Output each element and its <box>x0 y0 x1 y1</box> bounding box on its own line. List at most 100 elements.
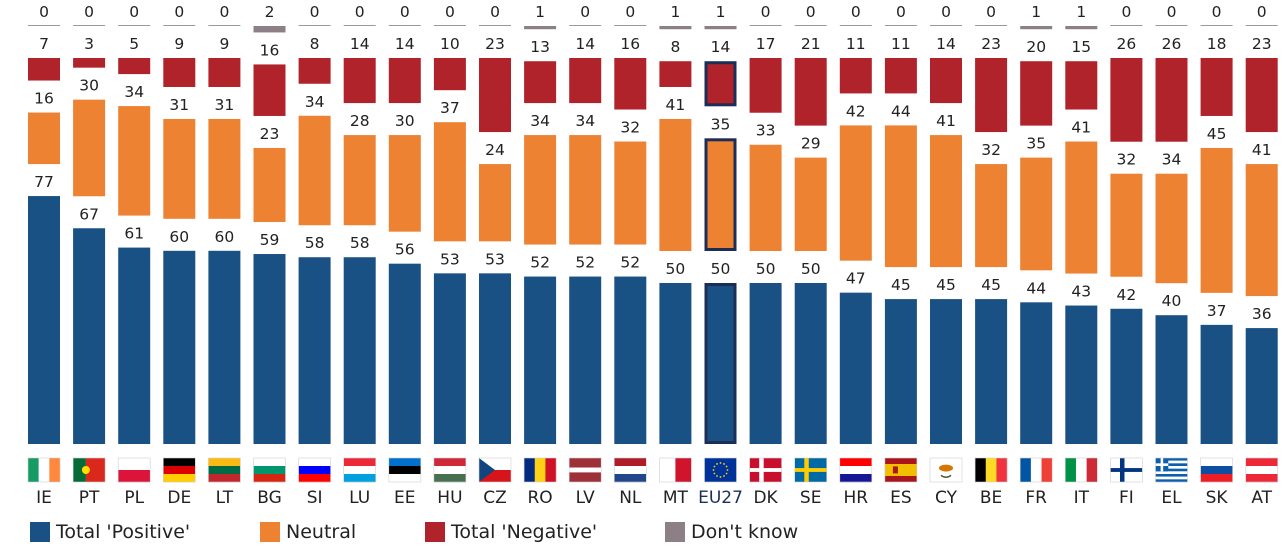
bar-negative <box>930 58 962 104</box>
data-label-positive: 47 <box>846 270 866 288</box>
data-label-positive: 59 <box>260 231 280 249</box>
data-label-dontknow: 1 <box>716 3 726 21</box>
flag-mt-icon <box>659 457 692 483</box>
bar-negative <box>1110 58 1143 142</box>
flag-bg-icon <box>253 457 286 483</box>
data-label-negative: 3 <box>84 35 94 53</box>
bar-negative <box>1155 58 1188 142</box>
bar-negative <box>479 58 511 133</box>
data-label-dontknow: 0 <box>1121 3 1131 21</box>
data-label-positive: 45 <box>936 276 956 294</box>
bar-positive <box>118 247 151 444</box>
category-label: BE <box>980 488 1002 508</box>
bar-neutral <box>388 135 421 232</box>
bar-negative <box>704 61 737 107</box>
flag-fr-icon <box>1019 457 1053 483</box>
data-label-dontknow: 0 <box>129 3 139 21</box>
category-label: DE <box>167 488 191 508</box>
data-label-negative: 11 <box>846 35 866 53</box>
bar-neutral <box>794 157 827 251</box>
data-label-positive: 42 <box>1117 286 1137 304</box>
bar-negative <box>298 58 331 84</box>
data-label-dontknow: 0 <box>580 3 590 21</box>
legend-swatch-dontknow <box>665 522 685 542</box>
data-label-neutral: 32 <box>981 141 1001 159</box>
data-label-positive: 52 <box>575 254 595 272</box>
data-label-negative: 14 <box>350 35 370 53</box>
bar-positive <box>1065 305 1098 444</box>
bar-positive <box>208 250 241 444</box>
bar-positive <box>28 196 60 444</box>
bar-dontknow <box>28 25 60 26</box>
bar-positive <box>569 276 602 444</box>
flag-ee-icon <box>388 457 422 483</box>
data-label-dontknow: 0 <box>896 3 906 21</box>
bar-dontknow <box>208 25 241 26</box>
bar-negative <box>614 58 647 110</box>
data-label-positive: 77 <box>34 173 54 191</box>
category-label: EU27 <box>698 488 743 508</box>
legend-swatch-neutral <box>260 522 280 542</box>
flag-ro-icon <box>523 457 557 483</box>
data-label-neutral: 34 <box>530 112 550 130</box>
category-label: LU <box>349 488 370 508</box>
bar-negative <box>28 58 60 81</box>
category-label: NL <box>619 488 642 508</box>
bar-negative <box>343 58 376 104</box>
data-label-dontknow: 1 <box>535 3 545 21</box>
bar-neutral <box>930 135 962 268</box>
flag-pt-icon <box>72 457 106 483</box>
category-label: DK <box>753 488 778 508</box>
bar-neutral <box>343 135 376 226</box>
flag-lt-icon <box>208 457 241 483</box>
data-label-positive: 45 <box>981 276 1001 294</box>
data-label-neutral: 35 <box>711 115 731 133</box>
bar-dontknow <box>659 26 692 30</box>
bar-dontknow <box>1200 25 1233 26</box>
data-label-neutral: 34 <box>575 112 595 130</box>
bar-negative <box>659 61 692 87</box>
flag-es-icon <box>884 457 918 483</box>
data-label-neutral: 24 <box>485 141 505 159</box>
data-label-neutral: 44 <box>891 102 911 120</box>
bar-dontknow <box>704 26 737 30</box>
data-label-positive: 53 <box>485 250 505 268</box>
bar-neutral <box>1155 173 1188 284</box>
bar-dontknow <box>433 25 466 26</box>
bar-negative <box>839 58 872 94</box>
bar-positive <box>524 276 557 444</box>
data-label-neutral: 41 <box>666 96 686 114</box>
data-label-dontknow: 0 <box>219 3 229 21</box>
data-label-negative: 7 <box>39 35 49 53</box>
data-label-positive: 37 <box>1207 302 1227 320</box>
bar-dontknow <box>118 25 151 26</box>
data-label-positive: 67 <box>79 205 99 223</box>
bar-positive <box>73 228 106 444</box>
bar-dontknow <box>524 26 557 30</box>
data-label-negative: 14 <box>395 35 415 53</box>
flag-lu-icon <box>343 457 377 483</box>
data-label-positive: 56 <box>395 241 415 259</box>
category-label: CZ <box>483 488 507 508</box>
data-label-neutral: 42 <box>846 102 866 120</box>
bar-negative <box>1245 58 1278 133</box>
bar-positive <box>930 299 962 444</box>
bar-negative <box>1200 58 1233 116</box>
bar-neutral <box>433 122 466 242</box>
data-label-negative: 20 <box>1026 38 1046 56</box>
flag-eu27-icon <box>704 457 737 483</box>
data-label-negative: 21 <box>801 35 821 53</box>
category-label: HR <box>843 488 868 508</box>
data-label-positive: 45 <box>891 276 911 294</box>
data-label-negative: 14 <box>575 35 595 53</box>
data-label-neutral: 32 <box>620 119 640 137</box>
data-label-dontknow: 1 <box>1076 3 1086 21</box>
bar-negative <box>884 58 917 94</box>
bar-dontknow <box>479 25 511 26</box>
bar-neutral <box>614 141 647 245</box>
bar-dontknow <box>1110 25 1143 26</box>
bar-neutral <box>524 135 557 245</box>
flag-lv-icon <box>568 457 602 483</box>
data-label-positive: 60 <box>215 228 235 246</box>
flag-cy-icon <box>929 457 963 483</box>
